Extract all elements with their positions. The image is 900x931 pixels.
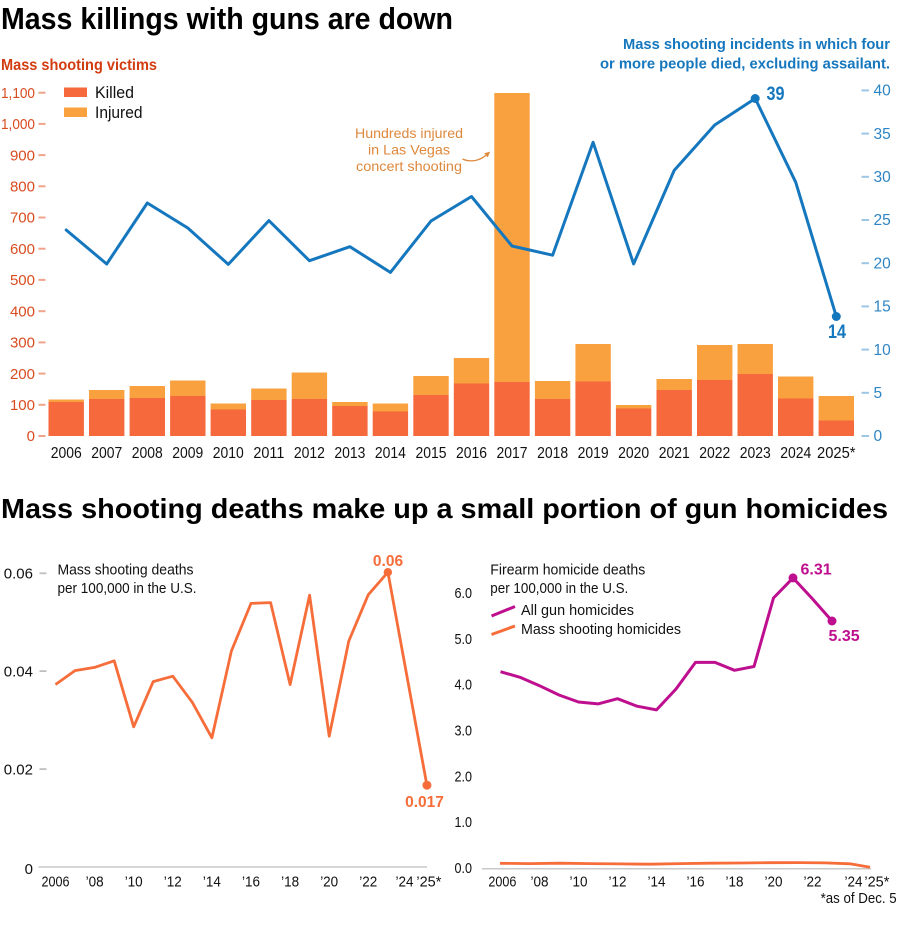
svg-text:Hundreds injured: Hundreds injured xyxy=(355,125,463,141)
svg-text:0.04: 0.04 xyxy=(4,663,33,680)
svg-text:35: 35 xyxy=(874,126,891,143)
svg-text:Mass shooting homicides: Mass shooting homicides xyxy=(521,621,681,638)
svg-text:’18: ’18 xyxy=(281,875,299,891)
svg-text:5.0: 5.0 xyxy=(455,631,473,648)
svg-text:2006: 2006 xyxy=(488,875,516,891)
svg-text:1.0: 1.0 xyxy=(455,814,473,831)
svg-text:’20: ’20 xyxy=(765,875,783,891)
svg-text:400: 400 xyxy=(10,303,35,320)
svg-text:2024: 2024 xyxy=(780,445,811,462)
svg-text:’14: ’14 xyxy=(648,875,666,891)
svg-text:Mass shooting victims: Mass shooting victims xyxy=(1,57,157,74)
svg-text:1,000: 1,000 xyxy=(1,116,35,133)
svg-text:per 100,000 in the U.S.: per 100,000 in the U.S. xyxy=(490,580,628,597)
svg-text:5.35: 5.35 xyxy=(829,628,860,645)
svg-text:’12: ’12 xyxy=(164,875,182,891)
svg-text:1,100: 1,100 xyxy=(1,85,35,102)
svg-text:2025*: 2025* xyxy=(817,445,856,462)
svg-text:500: 500 xyxy=(10,272,35,289)
svg-text:Mass shooting deaths make up a: Mass shooting deaths make up a small por… xyxy=(1,493,888,524)
svg-text:3.0: 3.0 xyxy=(455,723,473,740)
svg-text:0: 0 xyxy=(25,861,33,878)
svg-text:0.06: 0.06 xyxy=(373,553,404,570)
svg-text:’25*: ’25* xyxy=(864,875,889,891)
svg-text:39: 39 xyxy=(767,84,785,105)
svg-text:100: 100 xyxy=(10,397,35,414)
svg-text:0.0: 0.0 xyxy=(455,860,473,877)
svg-text:2015: 2015 xyxy=(416,445,447,462)
svg-text:’10: ’10 xyxy=(570,875,588,891)
svg-text:’10: ’10 xyxy=(125,875,143,891)
svg-text:0.017: 0.017 xyxy=(405,794,444,811)
svg-text:300: 300 xyxy=(10,335,35,352)
svg-text:4.0: 4.0 xyxy=(455,677,473,694)
svg-text:0.02: 0.02 xyxy=(4,761,33,778)
svg-text:2014: 2014 xyxy=(375,445,406,462)
svg-text:0: 0 xyxy=(27,428,35,445)
svg-text:Firearm homicide deaths: Firearm homicide deaths xyxy=(490,562,645,579)
svg-text:’22: ’22 xyxy=(804,875,822,891)
svg-text:2019: 2019 xyxy=(578,445,609,462)
svg-text:’12: ’12 xyxy=(609,875,627,891)
svg-text:’24: ’24 xyxy=(845,875,863,891)
svg-text:’08: ’08 xyxy=(531,875,549,891)
svg-text:6.0: 6.0 xyxy=(455,585,473,602)
svg-text:30: 30 xyxy=(874,169,892,186)
svg-text:20: 20 xyxy=(874,255,892,272)
svg-text:Injured: Injured xyxy=(95,104,143,122)
svg-text:0.06: 0.06 xyxy=(4,566,33,583)
svg-text:’20: ’20 xyxy=(320,875,338,891)
svg-text:2012: 2012 xyxy=(294,445,325,462)
svg-text:’16: ’16 xyxy=(687,875,705,891)
svg-text:2009: 2009 xyxy=(172,445,203,462)
svg-text:2006: 2006 xyxy=(42,875,70,891)
svg-text:in Las Vegas: in Las Vegas xyxy=(368,142,450,158)
svg-text:5: 5 xyxy=(874,385,883,402)
svg-text:2.0: 2.0 xyxy=(455,768,473,785)
svg-text:600: 600 xyxy=(10,241,35,258)
svg-text:2020: 2020 xyxy=(618,445,649,462)
svg-text:25: 25 xyxy=(874,212,891,229)
svg-text:2008: 2008 xyxy=(132,445,163,462)
svg-text:’22: ’22 xyxy=(359,875,377,891)
svg-text:Killed: Killed xyxy=(95,84,134,102)
svg-text:2018: 2018 xyxy=(537,445,568,462)
svg-text:200: 200 xyxy=(10,366,35,383)
svg-text:2006: 2006 xyxy=(51,445,82,462)
svg-text:40: 40 xyxy=(874,83,892,100)
svg-text:2021: 2021 xyxy=(659,445,690,462)
svg-text:Mass shooting deaths: Mass shooting deaths xyxy=(58,562,194,579)
svg-text:’24: ’24 xyxy=(396,875,414,891)
svg-text:or more people died, excluding: or more people died, excluding assailant… xyxy=(600,56,890,73)
svg-text:*as of Dec. 5: *as of Dec. 5 xyxy=(821,891,897,907)
svg-text:Mass shooting incidents in whi: Mass shooting incidents in which four xyxy=(623,36,890,53)
svg-text:Mass killings with guns are do: Mass killings with guns are down xyxy=(1,2,453,36)
svg-text:2011: 2011 xyxy=(253,445,284,462)
svg-text:800: 800 xyxy=(10,179,35,196)
svg-text:6.31: 6.31 xyxy=(801,562,832,579)
svg-text:’08: ’08 xyxy=(86,875,104,891)
svg-text:2007: 2007 xyxy=(91,445,122,462)
svg-text:10: 10 xyxy=(874,342,892,359)
svg-text:0: 0 xyxy=(874,428,883,445)
svg-text:’16: ’16 xyxy=(242,875,260,891)
svg-text:2017: 2017 xyxy=(497,445,528,462)
svg-text:2013: 2013 xyxy=(334,445,365,462)
svg-text:2023: 2023 xyxy=(740,445,771,462)
svg-text:per 100,000 in the U.S.: per 100,000 in the U.S. xyxy=(58,580,197,597)
svg-text:2010: 2010 xyxy=(213,445,244,462)
svg-text:700: 700 xyxy=(10,210,35,227)
svg-text:15: 15 xyxy=(874,299,891,316)
svg-text:’25*: ’25* xyxy=(416,875,441,891)
svg-text:2016: 2016 xyxy=(456,445,487,462)
svg-text:’14: ’14 xyxy=(203,875,221,891)
svg-text:concert shooting: concert shooting xyxy=(356,158,462,174)
svg-text:All gun homicides: All gun homicides xyxy=(521,602,634,619)
svg-text:2022: 2022 xyxy=(699,445,730,462)
svg-text:14: 14 xyxy=(828,322,846,343)
svg-text:’18: ’18 xyxy=(726,875,744,891)
svg-text:900: 900 xyxy=(10,147,35,164)
